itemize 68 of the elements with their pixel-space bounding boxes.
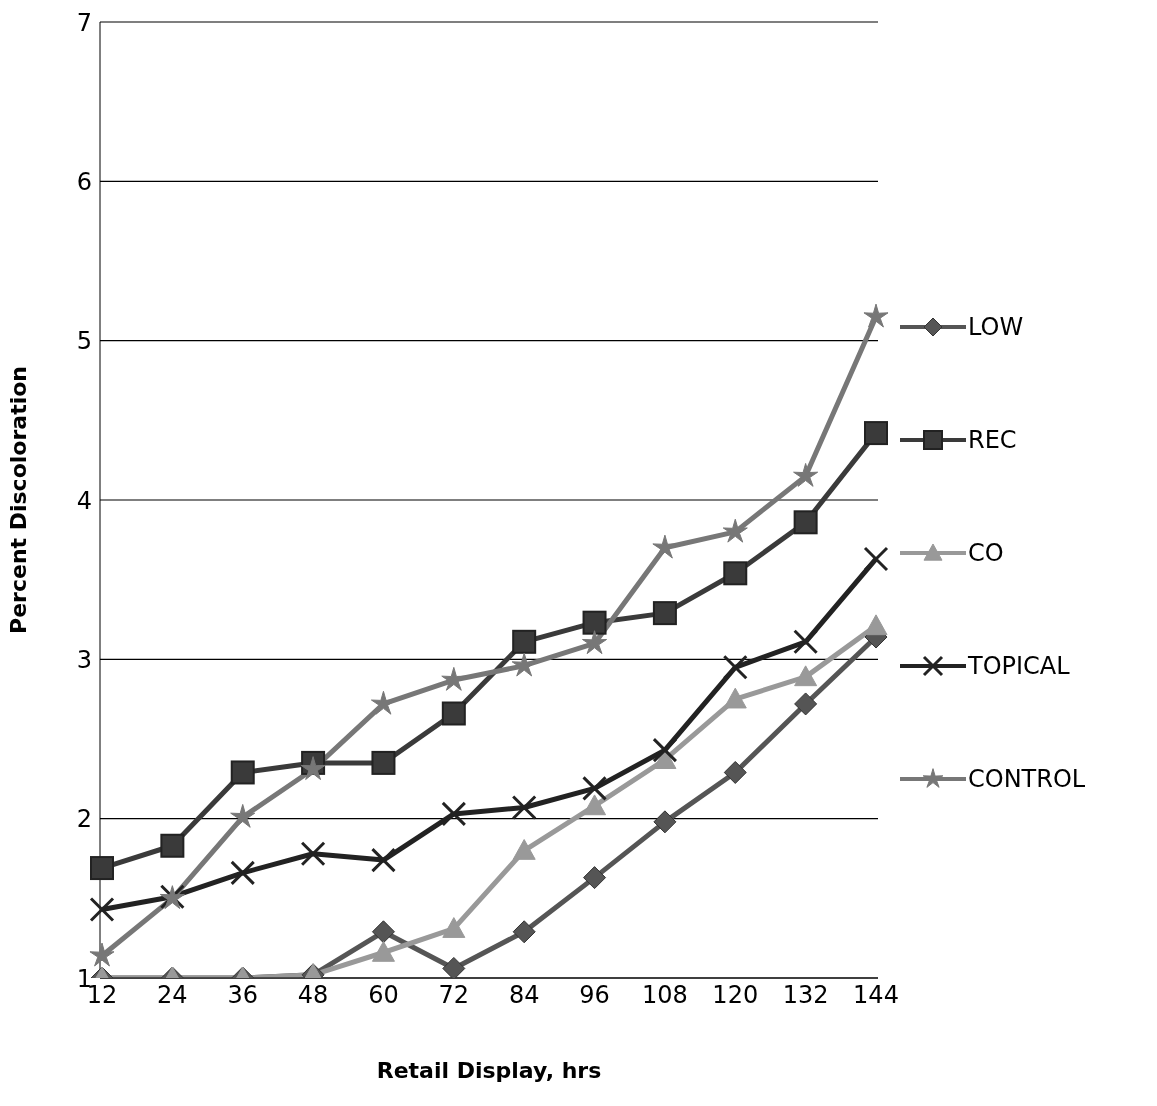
point bbox=[511, 795, 537, 821]
x-tick-label: 144 bbox=[853, 981, 899, 1010]
x-tick-label: 36 bbox=[227, 981, 258, 1010]
point bbox=[863, 303, 889, 328]
point bbox=[582, 630, 608, 655]
point bbox=[583, 866, 607, 890]
x-tick-label: 24 bbox=[157, 981, 188, 1010]
point bbox=[90, 856, 114, 881]
point bbox=[722, 518, 748, 543]
legend-label: REC bbox=[968, 426, 1017, 454]
x-tick-label: 96 bbox=[579, 981, 610, 1010]
x-tick-label: 108 bbox=[642, 981, 688, 1010]
point bbox=[300, 841, 326, 867]
point bbox=[582, 775, 608, 801]
x-tick-label: 48 bbox=[297, 981, 329, 1010]
point bbox=[794, 692, 818, 716]
x-tick-label: 60 bbox=[368, 981, 399, 1010]
point bbox=[371, 941, 395, 962]
legend-label: TOPICAL bbox=[968, 652, 1070, 680]
x-tick-label: 84 bbox=[508, 981, 540, 1010]
y-tick-label: 6 bbox=[76, 167, 92, 196]
point bbox=[723, 561, 748, 586]
y-tick-label: 5 bbox=[76, 327, 92, 356]
point bbox=[793, 510, 818, 535]
point bbox=[230, 760, 255, 785]
x-tick-label: 120 bbox=[712, 981, 759, 1010]
point bbox=[512, 629, 537, 654]
point bbox=[230, 803, 256, 828]
point bbox=[793, 462, 819, 487]
point bbox=[864, 614, 888, 636]
point bbox=[794, 665, 818, 687]
x-tick-label: 132 bbox=[782, 981, 829, 1010]
point bbox=[864, 421, 888, 446]
legend-label: CONTROL bbox=[968, 765, 1086, 793]
point bbox=[89, 896, 115, 922]
y-tick-label: 4 bbox=[76, 486, 92, 515]
y-tick-label: 3 bbox=[76, 645, 92, 674]
point bbox=[652, 601, 677, 626]
point bbox=[442, 956, 466, 978]
point bbox=[652, 737, 678, 763]
point bbox=[582, 610, 607, 635]
point bbox=[512, 839, 536, 860]
point bbox=[723, 687, 747, 709]
point bbox=[512, 920, 536, 944]
point bbox=[230, 860, 256, 886]
point bbox=[441, 801, 467, 827]
point bbox=[441, 666, 467, 691]
point bbox=[371, 750, 396, 775]
point bbox=[863, 546, 889, 572]
point bbox=[722, 654, 748, 680]
y-tick-label: 2 bbox=[76, 805, 92, 834]
point bbox=[793, 629, 819, 655]
point bbox=[160, 833, 185, 858]
legend-label: LOW bbox=[968, 313, 1024, 341]
y-axis-title: Percent Discoloration bbox=[5, 366, 31, 634]
point bbox=[583, 794, 607, 816]
point bbox=[441, 701, 466, 726]
x-axis-title: Retail Display, hrs bbox=[376, 1058, 602, 1083]
point bbox=[89, 942, 115, 967]
point bbox=[442, 917, 466, 938]
x-tick-label: 72 bbox=[438, 981, 470, 1010]
point bbox=[300, 756, 326, 781]
point bbox=[370, 847, 396, 873]
y-tick-label: 7 bbox=[76, 8, 92, 37]
legend-label: CO bbox=[968, 539, 1004, 567]
point bbox=[371, 920, 395, 944]
point bbox=[653, 810, 677, 834]
point bbox=[723, 760, 747, 784]
